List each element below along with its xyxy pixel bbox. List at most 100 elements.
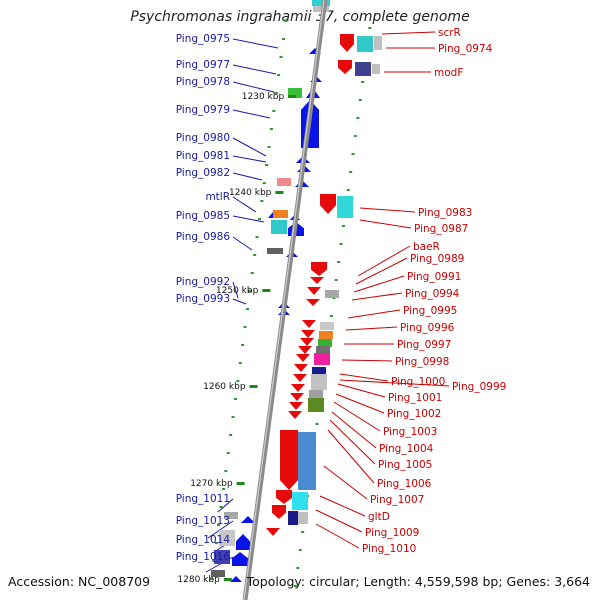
gene-label-Ping_0979[interactable]: Ping_0979 — [176, 104, 230, 116]
leader-line — [315, 523, 360, 549]
leader-lines — [205, 31, 450, 573]
gene-label-Ping_0974[interactable]: Ping_0974 — [438, 43, 493, 55]
track-dot — [243, 326, 247, 328]
gene-label-Ping_0975[interactable]: Ping_0975 — [176, 33, 230, 45]
track-dot — [361, 81, 365, 83]
kbp-ticks: 1230 kbp 1240 kbp 1250 kbp 1260 kbp 1270 kbp… — [177, 92, 297, 585]
leader-line — [232, 137, 267, 157]
gene-label-Ping_1002[interactable]: Ping_1002 — [387, 408, 441, 420]
gene-label-Ping_0994[interactable]: Ping_0994 — [405, 288, 460, 300]
gene-block — [318, 339, 332, 347]
gene-label-Ping_0992[interactable]: Ping_0992 — [176, 276, 230, 288]
gene-label-Ping_0995[interactable]: Ping_0995 — [403, 305, 457, 317]
track-dot — [217, 524, 221, 526]
gene-arrow — [320, 194, 336, 214]
gene-label-Ping_1006[interactable]: Ping_1006 — [377, 478, 432, 490]
track-dot — [329, 315, 333, 317]
tick-label: 1250 kbp — [216, 286, 259, 296]
gene-arrow — [300, 338, 314, 346]
gene-label-Ping_0993[interactable]: Ping_0993 — [176, 293, 230, 305]
gene-block — [357, 36, 373, 52]
gene-block — [288, 88, 302, 98]
track-dot — [269, 128, 273, 130]
gene-label-Ping_0982[interactable]: Ping_0982 — [176, 167, 230, 179]
gene-label-Ping_0981[interactable]: Ping_0981 — [176, 150, 230, 162]
gene-label-Ping_0978[interactable]: Ping_0978 — [176, 76, 230, 88]
tick-label: 1240 kbp — [229, 188, 272, 198]
gene-label-Ping_1014[interactable]: Ping_1014 — [176, 534, 231, 546]
gene-label-Ping_0985[interactable]: Ping_0985 — [176, 210, 230, 222]
gene-label-Ping_0991[interactable]: Ping_0991 — [407, 271, 461, 283]
gene-label-Ping_1000[interactable]: Ping_1000 — [391, 376, 445, 388]
track-dot — [236, 380, 240, 382]
gene-block — [288, 511, 298, 525]
gene-label-Ping_0986[interactable]: Ping_0986 — [176, 231, 231, 243]
leader-line — [351, 292, 403, 301]
track-dot — [214, 542, 218, 544]
gene-block — [311, 374, 327, 390]
gene-label-Ping_1010[interactable]: Ping_1010 — [362, 543, 416, 555]
track-dot — [238, 362, 242, 364]
gene-label-Ping_0999[interactable]: Ping_0999 — [452, 381, 506, 393]
gene-block — [271, 220, 287, 234]
leader-line — [347, 309, 401, 319]
gene-arrow — [266, 528, 280, 536]
track-dot — [351, 153, 355, 155]
gene-label-Ping_1001[interactable]: Ping_1001 — [388, 392, 442, 404]
track-dot — [353, 135, 357, 137]
gene-label-Ping_0987[interactable]: Ping_0987 — [414, 223, 468, 235]
gene-label-Ping_1005[interactable]: Ping_1005 — [378, 459, 432, 471]
gene-block — [298, 432, 316, 490]
gene-block — [316, 346, 330, 354]
tick-mark — [262, 289, 271, 292]
gene-arrow — [340, 34, 354, 52]
gene-label-modF[interactable]: modF — [434, 67, 463, 79]
gene-label-Ping_1004[interactable]: Ping_1004 — [379, 443, 434, 455]
gene-label-Ping_0983[interactable]: Ping_0983 — [418, 207, 472, 219]
gene-arrow — [272, 505, 286, 519]
gene-label-Ping_0977[interactable]: Ping_0977 — [176, 59, 230, 71]
gene-block — [214, 550, 230, 564]
tick-label: 1280 kbp — [177, 575, 220, 585]
gene-arrow — [293, 374, 307, 382]
gene-label-Ping_0989[interactable]: Ping_0989 — [410, 253, 464, 265]
track-dot — [301, 531, 305, 533]
track-dot — [250, 272, 254, 274]
gene-label-gltD[interactable]: gltD — [368, 511, 390, 523]
track-dot — [339, 243, 343, 245]
leader-line — [232, 196, 257, 213]
gene-label-Ping_1013[interactable]: Ping_1013 — [176, 515, 230, 527]
track-dot — [231, 416, 235, 418]
gene-label-baeR[interactable]: baeR — [413, 241, 440, 253]
track-dot — [212, 560, 216, 562]
gene-label-Ping_0998[interactable]: Ping_0998 — [395, 356, 449, 368]
leader-line — [341, 359, 393, 362]
gene-block — [312, 367, 326, 375]
gene-label-mtlR[interactable]: mtlR — [205, 191, 230, 203]
gene-label-Ping_1011[interactable]: Ping_1011 — [176, 493, 230, 505]
gene-label-Ping_0996[interactable]: Ping_0996 — [400, 322, 455, 334]
gene-arrow — [307, 287, 321, 295]
gene-block — [337, 196, 353, 218]
gene-label-Ping_1009[interactable]: Ping_1009 — [365, 527, 419, 539]
gene-arrow — [294, 364, 308, 372]
track-dot — [262, 182, 266, 184]
gene-label-scrR[interactable]: scrR — [438, 27, 461, 39]
gene-arrow — [280, 430, 298, 490]
gene-label-Ping_1003[interactable]: Ping_1003 — [383, 426, 437, 438]
gene-label-Ping_1016[interactable]: Ping_1016 — [176, 551, 231, 563]
gene-block — [313, 6, 329, 12]
track-dot — [284, 20, 288, 22]
gene-arrow — [311, 262, 327, 276]
gene-label-Ping_1007[interactable]: Ping_1007 — [370, 494, 424, 506]
leader-line — [357, 245, 411, 277]
track-dot — [241, 344, 245, 346]
track-dot — [315, 423, 319, 425]
gene-label-Ping_0980[interactable]: Ping_0980 — [176, 132, 230, 144]
gene-block — [319, 331, 333, 339]
gene-arrow — [338, 60, 352, 74]
track-dot — [209, 578, 213, 580]
gene-label-Ping_0997[interactable]: Ping_0997 — [397, 339, 451, 351]
gene-block — [374, 36, 382, 50]
